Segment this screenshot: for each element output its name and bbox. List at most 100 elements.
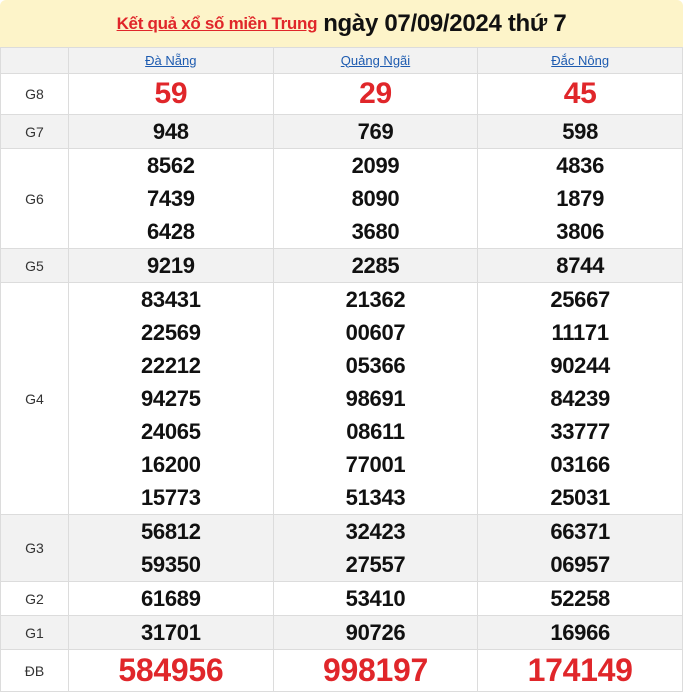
prize-number: 24065 [140,419,201,444]
prize-number: 51343 [345,485,406,510]
prize-number: 769 [357,119,394,144]
prize-label: G2 [0,581,69,616]
prize-number: 08611 [346,419,405,444]
prize-number: 52258 [550,586,610,611]
province-link[interactable]: Quảng Ngãi [340,52,411,68]
prize-number: 16966 [550,620,610,645]
prize-cell: 2099 8090 3680 [272,148,479,249]
prize-number: 16200 [140,452,201,477]
prize-row: G6 8562 7439 6428 2099 8090 3680 4836 1879 3806 [0,148,683,249]
prize-number: 9219 [146,253,195,278]
prize-label: G5 [0,248,69,283]
prize-cell: 8562 7439 6428 [68,148,274,249]
prize-cell: 61689 [68,581,274,616]
province-header: Đà Nẵng [68,47,274,74]
prize-cell: 8744 [477,248,683,283]
prize-number: 8562 [146,153,195,178]
province-header-row: Đà Nẵng Quảng Ngãi Đắc Nông [0,47,683,74]
prize-number: 25667 [550,287,610,312]
prize-cell: 21362 00607 05366 98691 08611 77001 51343 [272,282,479,515]
prize-number: 8090 [351,186,400,211]
prize-cell: 9219 [68,248,274,283]
prize-number: 03166 [550,452,610,477]
prize-cell: 948 [68,114,274,149]
prize-row: G8 59 29 45 [0,73,683,115]
province-header: Đắc Nông [477,47,683,74]
prize-number: 83431 [140,287,201,312]
draw-date: ngày 07/09/2024 thứ 7 [323,9,567,37]
prize-number: 598 [562,119,599,144]
prize-number: 53410 [345,586,406,611]
prize-number: 56812 [140,519,201,544]
prize-number: 998197 [322,652,428,688]
prize-number: 31701 [140,620,201,645]
prize-number: 33777 [550,419,610,444]
prize-cell: 52258 [477,581,683,616]
prize-number: 22212 [140,353,201,378]
prize-number: 15773 [140,485,201,510]
prize-cell: 66371 06957 [477,514,683,582]
prize-cell: 56812 59350 [68,514,274,582]
results-table: Đà Nẵng Quảng Ngãi Đắc Nông G8 59 29 45 G7 948 7… [0,47,683,692]
prize-number: 66371 [550,519,610,544]
prize-number: 8744 [556,253,605,278]
prize-number: 22569 [140,320,201,345]
prize-number: 59350 [140,552,201,577]
prize-cell: 25667 11171 90244 84239 33777 03166 25031 [477,282,683,515]
prize-cell: 59 [68,73,274,115]
prize-number: 2285 [351,253,400,278]
prize-number: 84239 [550,386,610,411]
prize-row: G7 948 769 598 [0,114,683,149]
prize-number: 6428 [146,219,195,244]
prize-label: G8 [0,73,69,115]
prize-row: G2 61689 53410 52258 [0,581,683,616]
prize-row: G5 9219 2285 8744 [0,248,683,283]
prize-label: G1 [0,615,69,650]
prize-number: 94275 [140,386,201,411]
prize-label: G4 [0,282,69,515]
prize-number: 90244 [550,353,610,378]
prize-number: 2099 [351,153,400,178]
prize-cell: 45 [477,73,683,115]
prize-row: G1 31701 90726 16966 [0,615,683,650]
prize-number: 21362 [345,287,406,312]
prize-number: 06957 [550,552,610,577]
prize-cell: 998197 [272,649,479,692]
prize-cell: 16966 [477,615,683,650]
prize-number: 7439 [146,186,195,211]
region-results-link[interactable]: Kết quả xổ số miền Trung [116,13,318,33]
prize-cell: 4836 1879 3806 [477,148,683,249]
prize-number: 4836 [556,153,605,178]
province-link[interactable]: Đà Nẵng [145,52,197,68]
prize-cell: 29 [272,73,479,115]
prize-cell: 90726 [272,615,479,650]
province-link[interactable]: Đắc Nông [551,52,610,68]
prize-label: G3 [0,514,69,582]
prize-number: 05366 [345,353,406,378]
prize-number: 27557 [345,552,406,577]
prize-cell: 584956 [68,649,274,692]
province-header: Quảng Ngãi [272,47,479,74]
results-title: Kết quả xổ số miền Trung ngày 07/09/2024… [0,0,683,47]
prize-label: ĐB [0,649,69,692]
prize-number: 61689 [140,586,201,611]
prize-number: 98691 [345,386,406,411]
corner-cell [0,47,69,74]
prize-cell: 598 [477,114,683,149]
prize-cell: 2285 [272,248,479,283]
prize-number: 948 [152,119,189,144]
prize-row: ĐB 584956 998197 174149 [0,649,683,692]
prize-number: 584956 [118,652,224,688]
prize-row: G4 83431 22569 22212 94275 24065 16200 15773 213… [0,282,683,515]
prize-number: 45 [563,77,597,110]
prize-number: 32423 [345,519,406,544]
prize-cell: 83431 22569 22212 94275 24065 16200 15773 [68,282,274,515]
prize-number: 3806 [556,219,605,244]
prize-cell: 32423 27557 [272,514,479,582]
prize-number: 11171 [551,320,610,345]
prize-number: 77001 [345,452,406,477]
prize-number: 3680 [351,219,400,244]
prize-cell: 769 [272,114,479,149]
prize-number: 00607 [345,320,406,345]
prize-row: G3 56812 59350 32423 27557 66371 06957 [0,514,683,582]
